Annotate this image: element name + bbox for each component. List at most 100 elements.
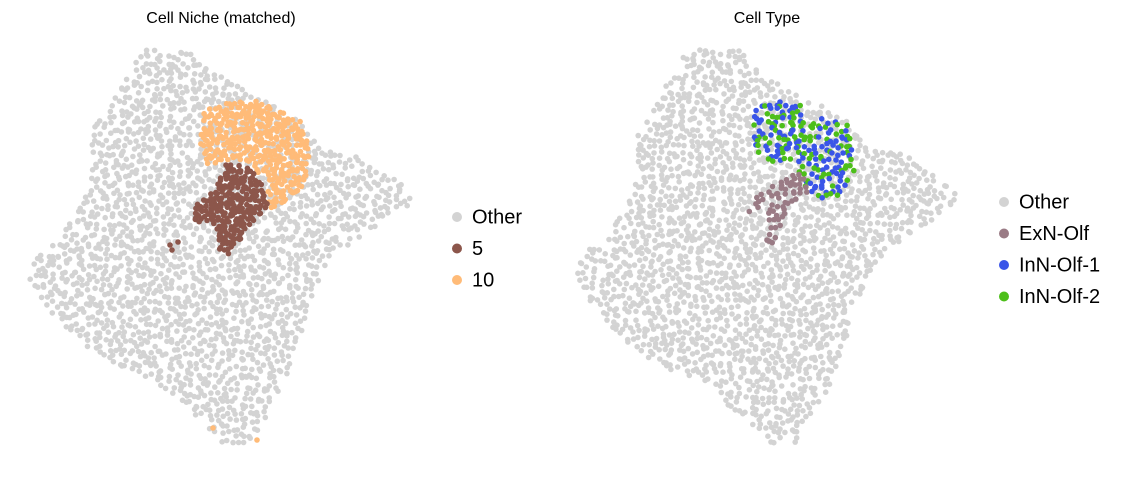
- cell-point: [255, 169, 261, 176]
- cell-point: [666, 185, 672, 191]
- cell-point: [667, 248, 673, 255]
- cell-point: [829, 335, 835, 342]
- cell-point: [699, 243, 706, 249]
- cell-point: [50, 257, 57, 264]
- cell-point: [178, 303, 184, 310]
- cell-point: [146, 70, 153, 77]
- cell-point: [344, 177, 351, 184]
- cell-point: [261, 338, 268, 345]
- cell-point: [728, 201, 735, 207]
- cell-point: [214, 310, 220, 317]
- cell-point: [671, 220, 678, 226]
- cell-point: [650, 195, 656, 202]
- cell-point: [681, 134, 687, 141]
- cell-point: [330, 164, 337, 171]
- cell-point: [636, 210, 642, 217]
- cell-point: [251, 257, 258, 264]
- cell-point: [118, 129, 125, 135]
- cell-point: [266, 383, 273, 389]
- cell-point: [703, 326, 710, 333]
- cell-point: [118, 263, 124, 269]
- cell-point: [157, 52, 163, 59]
- cell-point: [911, 185, 917, 192]
- cell-point: [752, 360, 759, 366]
- cell-point: [755, 399, 761, 405]
- cell-point: [69, 273, 75, 279]
- cell-point: [226, 262, 232, 268]
- cell-point: [385, 177, 391, 183]
- cell-point: [638, 268, 645, 275]
- cell-point: [680, 245, 687, 251]
- cell-point: [622, 300, 629, 307]
- cell-point: [72, 301, 78, 307]
- cell-point: [189, 302, 195, 309]
- cell-point: [84, 337, 91, 344]
- cell-point: [656, 256, 662, 263]
- cell-point: [153, 205, 160, 212]
- cell-point: [812, 286, 819, 293]
- cell-point: [782, 276, 789, 283]
- cell-point: [859, 158, 866, 164]
- cell-point: [107, 348, 114, 354]
- cell-point: [391, 176, 397, 183]
- cell-point: [806, 404, 813, 411]
- cell-point: [607, 262, 614, 269]
- cell-point: [164, 285, 170, 292]
- cell-point: [727, 363, 733, 370]
- cell-point: [64, 260, 70, 266]
- cell-point: [325, 226, 332, 233]
- cell-point: [637, 203, 644, 209]
- cell-point: [890, 239, 897, 245]
- cell-point: [807, 137, 813, 144]
- cell-point: [733, 297, 739, 303]
- cell-point: [251, 209, 258, 216]
- cell-point: [662, 346, 668, 353]
- cell-point: [223, 129, 229, 136]
- cell-point: [123, 357, 129, 364]
- cell-point: [77, 332, 83, 339]
- cell-point: [824, 290, 830, 297]
- cell-point: [770, 355, 776, 361]
- cell-point: [767, 420, 773, 426]
- cell-point: [653, 131, 660, 137]
- cell-point: [818, 103, 825, 109]
- cell-point: [224, 380, 231, 387]
- cell-point: [852, 135, 859, 141]
- cell-point: [116, 221, 123, 227]
- cell-point: [793, 99, 799, 105]
- cell-point: [130, 182, 136, 188]
- cell-point: [59, 275, 65, 281]
- cell-point: [220, 413, 226, 420]
- cell-point: [823, 332, 830, 339]
- cell-point: [638, 347, 645, 354]
- cell-point: [671, 290, 678, 297]
- cell-point: [221, 385, 228, 392]
- cell-point: [130, 331, 137, 338]
- cell-point: [187, 382, 194, 388]
- cell-point: [121, 142, 128, 149]
- cell-point: [393, 203, 400, 210]
- cell-point: [752, 242, 759, 249]
- cell-point: [227, 274, 233, 281]
- cell-point: [806, 147, 812, 154]
- cell-point: [764, 376, 770, 383]
- cell-point: [33, 272, 40, 279]
- cell-point: [182, 304, 188, 310]
- cell-point: [863, 262, 870, 269]
- cell-point: [152, 298, 158, 305]
- cell-point: [201, 98, 208, 105]
- cell-point: [157, 91, 164, 97]
- cell-point: [848, 198, 855, 204]
- cell-point: [686, 310, 693, 317]
- cell-point: [729, 160, 736, 166]
- cell-point: [881, 245, 888, 252]
- cell-point: [242, 365, 248, 372]
- cell-point: [780, 235, 787, 241]
- cell-point: [129, 365, 136, 372]
- cell-point: [74, 240, 80, 246]
- cell-point: [657, 201, 663, 208]
- cell-point: [279, 275, 286, 282]
- cell-point: [859, 227, 865, 233]
- cell-point: [286, 194, 293, 201]
- cell-point: [181, 381, 187, 388]
